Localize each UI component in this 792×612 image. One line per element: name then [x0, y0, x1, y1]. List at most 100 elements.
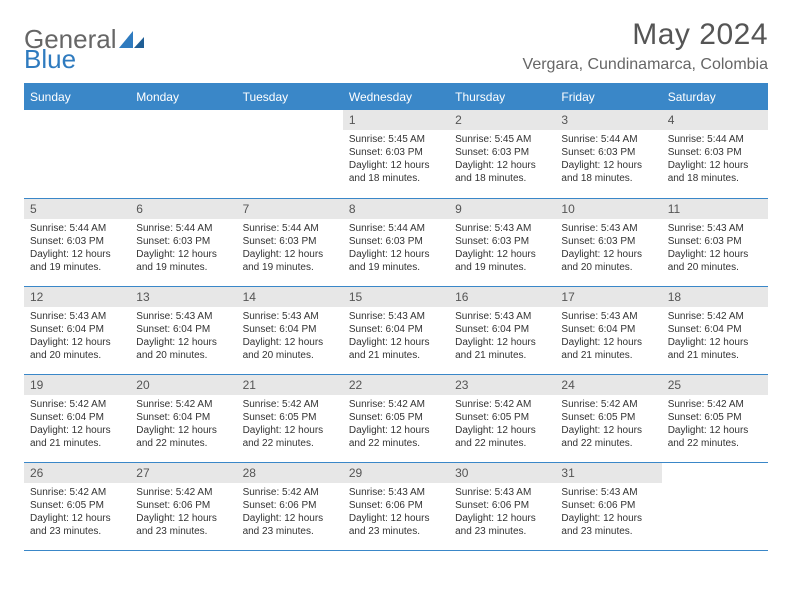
day-header: Friday [555, 84, 661, 111]
daylight-line-2: and 19 minutes. [349, 261, 443, 274]
sunset-line: Sunset: 6:03 PM [30, 235, 124, 248]
calendar-cell: 25Sunrise: 5:42 AMSunset: 6:05 PMDayligh… [662, 374, 768, 462]
cell-body: Sunrise: 5:44 AMSunset: 6:03 PMDaylight:… [555, 130, 661, 189]
day-header: Saturday [662, 84, 768, 111]
sunset-line: Sunset: 6:03 PM [349, 146, 443, 159]
daylight-line-2: and 23 minutes. [561, 525, 655, 538]
sunset-line: Sunset: 6:05 PM [349, 411, 443, 424]
sunrise-line: Sunrise: 5:43 AM [668, 222, 762, 235]
sunrise-line: Sunrise: 5:42 AM [349, 398, 443, 411]
day-number: 14 [237, 287, 343, 307]
day-number: 15 [343, 287, 449, 307]
daylight-line-1: Daylight: 12 hours [243, 336, 337, 349]
daylight-line-1: Daylight: 12 hours [349, 159, 443, 172]
calendar-cell: 15Sunrise: 5:43 AMSunset: 6:04 PMDayligh… [343, 286, 449, 374]
sunrise-line: Sunrise: 5:44 AM [243, 222, 337, 235]
sunrise-line: Sunrise: 5:43 AM [30, 310, 124, 323]
daylight-line-2: and 20 minutes. [668, 261, 762, 274]
daylight-line-1: Daylight: 12 hours [668, 336, 762, 349]
calendar-week-row: 5Sunrise: 5:44 AMSunset: 6:03 PMDaylight… [24, 198, 768, 286]
cell-body: Sunrise: 5:43 AMSunset: 6:06 PMDaylight:… [449, 483, 555, 542]
daylight-line-2: and 21 minutes. [349, 349, 443, 362]
sunrise-line: Sunrise: 5:42 AM [136, 486, 230, 499]
day-number: 16 [449, 287, 555, 307]
calendar-cell: 8Sunrise: 5:44 AMSunset: 6:03 PMDaylight… [343, 198, 449, 286]
day-header: Sunday [24, 84, 130, 111]
calendar-cell: 20Sunrise: 5:42 AMSunset: 6:04 PMDayligh… [130, 374, 236, 462]
cell-body: Sunrise: 5:43 AMSunset: 6:03 PMDaylight:… [662, 219, 768, 278]
cell-body: Sunrise: 5:42 AMSunset: 6:05 PMDaylight:… [449, 395, 555, 454]
day-number: 10 [555, 199, 661, 219]
sunrise-line: Sunrise: 5:43 AM [455, 310, 549, 323]
cell-body: Sunrise: 5:43 AMSunset: 6:04 PMDaylight:… [130, 307, 236, 366]
sunrise-line: Sunrise: 5:42 AM [30, 398, 124, 411]
daylight-line-1: Daylight: 12 hours [455, 512, 549, 525]
daylight-line-1: Daylight: 12 hours [455, 424, 549, 437]
day-number: 8 [343, 199, 449, 219]
sunrise-line: Sunrise: 5:43 AM [136, 310, 230, 323]
cell-body: Sunrise: 5:43 AMSunset: 6:06 PMDaylight:… [343, 483, 449, 542]
daylight-line-1: Daylight: 12 hours [136, 248, 230, 261]
sunrise-line: Sunrise: 5:45 AM [455, 133, 549, 146]
cell-body: Sunrise: 5:43 AMSunset: 6:04 PMDaylight:… [24, 307, 130, 366]
daylight-line-1: Daylight: 12 hours [136, 336, 230, 349]
day-number: 20 [130, 375, 236, 395]
sunrise-line: Sunrise: 5:42 AM [455, 398, 549, 411]
cell-body: Sunrise: 5:42 AMSunset: 6:05 PMDaylight:… [237, 395, 343, 454]
calendar-cell: 4Sunrise: 5:44 AMSunset: 6:03 PMDaylight… [662, 110, 768, 198]
daylight-line-1: Daylight: 12 hours [561, 159, 655, 172]
cell-body: Sunrise: 5:42 AMSunset: 6:05 PMDaylight:… [343, 395, 449, 454]
day-number: 12 [24, 287, 130, 307]
sunset-line: Sunset: 6:05 PM [30, 499, 124, 512]
sunrise-line: Sunrise: 5:43 AM [455, 486, 549, 499]
daylight-line-1: Daylight: 12 hours [30, 248, 124, 261]
sunrise-line: Sunrise: 5:44 AM [136, 222, 230, 235]
daylight-line-1: Daylight: 12 hours [561, 336, 655, 349]
calendar-cell: 31Sunrise: 5:43 AMSunset: 6:06 PMDayligh… [555, 462, 661, 550]
calendar-cell: 12Sunrise: 5:43 AMSunset: 6:04 PMDayligh… [24, 286, 130, 374]
calendar-cell: 7Sunrise: 5:44 AMSunset: 6:03 PMDaylight… [237, 198, 343, 286]
calendar-cell: 5Sunrise: 5:44 AMSunset: 6:03 PMDaylight… [24, 198, 130, 286]
calendar-cell: 10Sunrise: 5:43 AMSunset: 6:03 PMDayligh… [555, 198, 661, 286]
sunset-line: Sunset: 6:03 PM [349, 235, 443, 248]
calendar-cell: 16Sunrise: 5:43 AMSunset: 6:04 PMDayligh… [449, 286, 555, 374]
day-number: 18 [662, 287, 768, 307]
cell-body: Sunrise: 5:44 AMSunset: 6:03 PMDaylight:… [130, 219, 236, 278]
daylight-line-1: Daylight: 12 hours [243, 248, 337, 261]
sunset-line: Sunset: 6:04 PM [561, 323, 655, 336]
sunrise-line: Sunrise: 5:43 AM [349, 310, 443, 323]
calendar-cell: 28Sunrise: 5:42 AMSunset: 6:06 PMDayligh… [237, 462, 343, 550]
day-header: Thursday [449, 84, 555, 111]
sunset-line: Sunset: 6:06 PM [349, 499, 443, 512]
day-number: 23 [449, 375, 555, 395]
sunset-line: Sunset: 6:03 PM [243, 235, 337, 248]
cell-body: Sunrise: 5:44 AMSunset: 6:03 PMDaylight:… [237, 219, 343, 278]
sunrise-line: Sunrise: 5:44 AM [30, 222, 124, 235]
logo-text-blue: Blue [24, 44, 768, 75]
daylight-line-2: and 21 minutes. [668, 349, 762, 362]
daylight-line-2: and 21 minutes. [30, 437, 124, 450]
sunrise-line: Sunrise: 5:42 AM [30, 486, 124, 499]
day-number: 19 [24, 375, 130, 395]
daylight-line-1: Daylight: 12 hours [136, 424, 230, 437]
sunset-line: Sunset: 6:05 PM [561, 411, 655, 424]
cell-body: Sunrise: 5:42 AMSunset: 6:05 PMDaylight:… [24, 483, 130, 542]
daylight-line-2: and 20 minutes. [136, 349, 230, 362]
sunset-line: Sunset: 6:05 PM [243, 411, 337, 424]
cell-body: Sunrise: 5:45 AMSunset: 6:03 PMDaylight:… [343, 130, 449, 189]
sunrise-line: Sunrise: 5:42 AM [561, 398, 655, 411]
day-number: 21 [237, 375, 343, 395]
daylight-line-1: Daylight: 12 hours [561, 424, 655, 437]
calendar-cell [24, 110, 130, 198]
cell-body: Sunrise: 5:43 AMSunset: 6:04 PMDaylight:… [449, 307, 555, 366]
sunset-line: Sunset: 6:03 PM [668, 235, 762, 248]
daylight-line-1: Daylight: 12 hours [30, 424, 124, 437]
calendar-week-row: 19Sunrise: 5:42 AMSunset: 6:04 PMDayligh… [24, 374, 768, 462]
cell-body: Sunrise: 5:42 AMSunset: 6:05 PMDaylight:… [662, 395, 768, 454]
daylight-line-2: and 23 minutes. [136, 525, 230, 538]
daylight-line-2: and 23 minutes. [455, 525, 549, 538]
daylight-line-2: and 19 minutes. [30, 261, 124, 274]
sunrise-line: Sunrise: 5:44 AM [349, 222, 443, 235]
day-number: 29 [343, 463, 449, 483]
sunset-line: Sunset: 6:04 PM [455, 323, 549, 336]
